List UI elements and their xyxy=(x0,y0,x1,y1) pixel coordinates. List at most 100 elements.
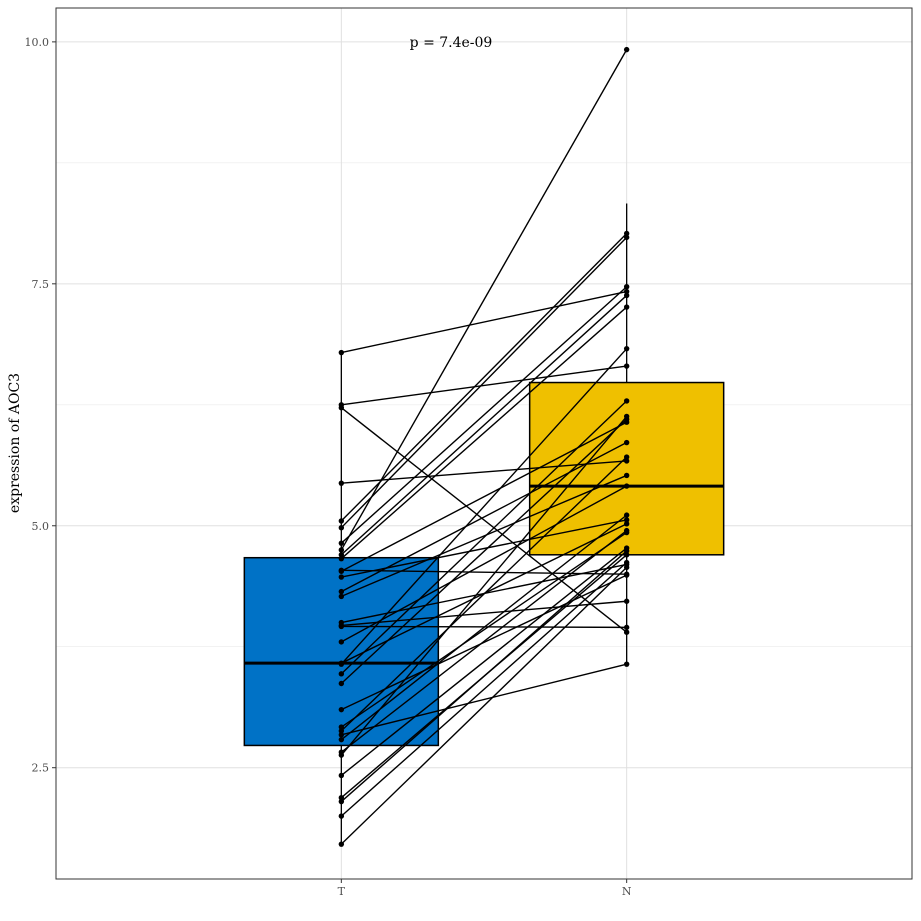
data-point-T xyxy=(338,524,345,531)
paired-line xyxy=(341,290,627,354)
data-point-N xyxy=(623,288,630,295)
point-layer xyxy=(338,46,630,847)
data-point-N xyxy=(623,284,630,290)
data-point-T xyxy=(338,724,345,730)
data-point-T xyxy=(338,772,345,779)
paired-line xyxy=(341,441,627,593)
paired-line xyxy=(341,474,627,598)
data-point-T xyxy=(338,795,345,801)
p-value-annotation: p = 7.4e-09 xyxy=(410,35,493,51)
data-point-N xyxy=(623,512,630,518)
data-point-N xyxy=(623,517,630,523)
data-point-T xyxy=(338,671,345,677)
paired-line xyxy=(340,456,628,732)
data-point-N xyxy=(623,564,630,571)
x-tick-label-T: T xyxy=(338,885,346,898)
data-point-N xyxy=(623,559,630,566)
paired-line xyxy=(340,550,628,803)
data-point-T xyxy=(338,518,345,524)
paired-line xyxy=(340,562,628,817)
data-point-N xyxy=(623,345,630,352)
data-point-T xyxy=(338,404,345,411)
data-point-N xyxy=(623,624,630,631)
plot-panel xyxy=(56,8,912,879)
paired-line xyxy=(340,547,628,776)
data-point-T xyxy=(338,567,345,573)
plot-panel-border xyxy=(55,7,913,880)
data-point-T xyxy=(338,588,345,595)
paired-line xyxy=(341,569,627,575)
paired-line xyxy=(340,348,628,665)
paired-line xyxy=(341,519,627,578)
data-point-N xyxy=(623,629,630,635)
paired-line xyxy=(340,415,628,756)
x-tick-label-N: N xyxy=(622,885,632,898)
data-point-T xyxy=(338,623,345,630)
data-point-T xyxy=(338,552,345,558)
data-point-N xyxy=(623,661,630,667)
data-point-T xyxy=(338,706,345,713)
data-point-N xyxy=(623,458,630,464)
data-point-T xyxy=(338,680,345,687)
data-point-T xyxy=(338,736,345,743)
paired-line xyxy=(340,236,628,529)
paired-line xyxy=(340,400,628,675)
y-tick-label: 7.5 xyxy=(32,278,50,291)
paired-line xyxy=(341,663,627,736)
data-point-N xyxy=(623,304,630,310)
paired-line xyxy=(340,531,628,728)
data-point-N xyxy=(623,398,630,404)
paired-line xyxy=(340,294,628,556)
data-point-N xyxy=(623,548,630,554)
data-point-N xyxy=(623,472,630,479)
data-point-N xyxy=(623,363,630,369)
data-point-N xyxy=(623,292,630,299)
paired-line xyxy=(340,530,628,753)
data-point-N xyxy=(623,521,630,527)
data-point-T xyxy=(338,798,345,805)
data-point-N xyxy=(623,230,630,237)
data-point-N xyxy=(623,483,630,489)
data-point-T xyxy=(338,639,345,645)
y-tick-label: 10.0 xyxy=(25,36,50,49)
paired-line xyxy=(340,485,628,643)
paired-line xyxy=(340,286,628,544)
paired-line xyxy=(340,49,628,551)
data-point-N xyxy=(623,234,630,241)
data-point-N xyxy=(623,439,630,446)
data-point-T xyxy=(338,841,345,847)
paired-line xyxy=(341,574,627,711)
data-point-N xyxy=(623,413,630,420)
data-point-N xyxy=(623,527,630,534)
data-point-T xyxy=(338,555,345,562)
data-point-T xyxy=(338,574,345,580)
data-point-N xyxy=(623,598,630,604)
data-point-T xyxy=(338,813,345,819)
paired-line xyxy=(340,232,628,522)
paired-line xyxy=(341,365,627,406)
data-point-T xyxy=(338,732,345,738)
paired-line xyxy=(340,566,628,845)
paired-line xyxy=(340,306,628,560)
data-point-T xyxy=(338,593,345,600)
paired-line xyxy=(340,418,628,685)
data-point-T xyxy=(338,480,345,486)
data-point-T xyxy=(338,752,345,758)
data-point-N xyxy=(623,46,630,53)
y-axis: 2.5 5.0 7.5 10.0 xyxy=(25,36,56,775)
data-point-T xyxy=(338,547,345,553)
data-point-T xyxy=(338,349,345,356)
data-point-N xyxy=(623,552,630,558)
data-point-T xyxy=(338,540,345,546)
y-tick-label: 5.0 xyxy=(32,520,50,533)
data-point-T xyxy=(338,661,345,667)
data-point-T xyxy=(338,728,345,734)
data-point-N xyxy=(623,571,630,577)
y-tick-label: 2.5 xyxy=(32,762,50,775)
paired-line xyxy=(341,625,627,629)
pair-line-layer xyxy=(340,49,628,845)
y-axis-title: expression of AOC3 xyxy=(7,373,23,513)
data-point-N xyxy=(623,454,630,460)
